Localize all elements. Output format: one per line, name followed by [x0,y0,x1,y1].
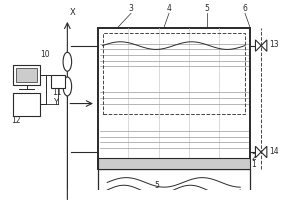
Bar [103,33,245,114]
Bar [51,75,64,88]
Text: 3: 3 [129,4,134,13]
Bar [98,169,250,198]
Text: 10: 10 [40,50,50,59]
Polygon shape [255,146,261,158]
Bar [13,65,40,85]
Polygon shape [255,40,261,51]
Text: 2: 2 [252,153,256,162]
Bar [13,93,40,116]
Ellipse shape [63,52,72,71]
Polygon shape [261,146,267,158]
Text: 11: 11 [52,88,62,97]
Bar [98,158,250,169]
Text: 12: 12 [11,116,21,125]
Bar [98,28,250,169]
Text: 1: 1 [252,160,256,169]
Text: 5: 5 [155,181,160,190]
Text: Y: Y [53,98,58,107]
Text: 13: 13 [270,40,279,49]
Polygon shape [261,40,267,51]
Text: 14: 14 [270,147,279,156]
Text: 6: 6 [243,4,248,13]
Text: 5: 5 [205,4,209,13]
Bar [16,68,37,82]
Ellipse shape [63,77,72,96]
Text: X: X [69,8,75,17]
Text: 4: 4 [167,4,171,13]
